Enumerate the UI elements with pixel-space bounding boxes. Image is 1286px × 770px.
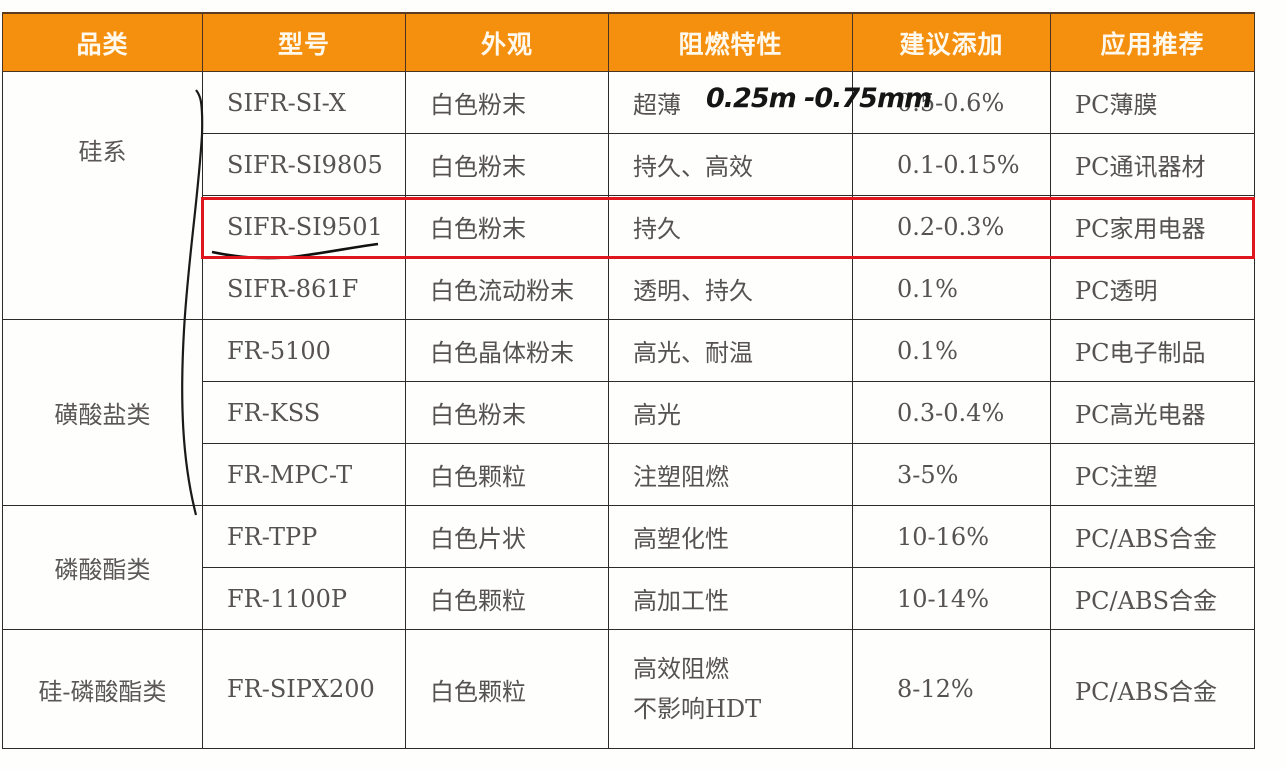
property-cell: 超薄: [608, 71, 853, 134]
property-cell: 持久、高效: [608, 133, 853, 196]
header-category: 品类: [2, 12, 203, 72]
application-cell: PC/ABS合金: [1050, 567, 1255, 630]
header-application: 应用推荐: [1050, 12, 1255, 72]
table-row: 硅系 SIFR-SI-X 白色粉末 超薄 0.5-0.6% PC薄膜: [2, 71, 1255, 320]
model-cell: SIFR-SI9501: [202, 195, 406, 258]
dosage-cell: 0.2-0.3%: [852, 195, 1051, 258]
property-line-2: 不影响HDT: [633, 695, 762, 723]
dosage-cell: 0.5-0.6%: [852, 71, 1051, 134]
header-property: 阻燃特性: [608, 12, 853, 72]
model-cell: SIFR-SI9805: [202, 133, 406, 196]
dosage-cell: 3-5%: [852, 443, 1051, 506]
header-dosage: 建议添加: [852, 12, 1051, 72]
table-row: FR-KSS 白色粉末 高光 0.3-0.4% PC高光电器: [3, 381, 1255, 444]
property-cell: 高加工性: [608, 567, 853, 630]
category-cell: 硅系: [2, 71, 203, 320]
appearance-cell: 白色片状: [405, 505, 609, 568]
flame-retardant-spec-table: 品类 型号 外观 阻燃特性 建议添加 应用推荐 硅系 SIFR-SI-X 白色粉…: [2, 12, 1255, 749]
table-row: FR-MPC-T 白色颗粒 注塑阻燃 3-5% PC注塑: [3, 443, 1255, 506]
appearance-cell: 白色颗粒: [405, 629, 609, 749]
model-cell: FR-SIPX200: [202, 629, 406, 749]
appearance-cell: 白色粉末: [405, 381, 609, 444]
dosage-cell: 0.1-0.15%: [852, 133, 1051, 196]
header-model: 型号: [202, 12, 406, 72]
appearance-cell: 白色颗粒: [405, 567, 609, 630]
appearance-cell: 白色粉末: [405, 133, 609, 196]
dosage-cell: 10-14%: [852, 567, 1051, 630]
application-cell: PC薄膜: [1050, 71, 1255, 134]
property-cell: 高光、耐温: [608, 319, 853, 382]
application-cell: PC/ABS合金: [1050, 505, 1255, 568]
dosage-cell: 10-16%: [852, 505, 1051, 568]
model-cell: FR-1100P: [202, 567, 406, 630]
model-cell: FR-5100: [202, 319, 406, 382]
application-cell: PC高光电器: [1050, 381, 1255, 444]
model-cell: FR-MPC-T: [202, 443, 406, 506]
application-cell: PC电子制品: [1050, 319, 1255, 382]
application-cell: PC注塑: [1050, 443, 1255, 506]
property-cell: 高效阻燃 不影响HDT: [608, 629, 853, 749]
dosage-cell: 0.1%: [852, 257, 1051, 320]
property-cell: 持久: [608, 195, 853, 258]
table-row: 磷酸酯类 FR-TPP 白色片状 高塑化性 10-16% PC/ABS合金: [2, 505, 1255, 630]
appearance-cell: 白色流动粉末: [405, 257, 609, 320]
category-cell: 硅-磷酸酯类: [2, 629, 203, 749]
appearance-cell: 白色粉末: [405, 195, 609, 258]
property-cell: 透明、持久: [608, 257, 853, 320]
application-cell: PC透明: [1050, 257, 1255, 320]
application-cell: PC通讯器材: [1050, 133, 1255, 196]
model-cell: SIFR-SI-X: [202, 71, 406, 134]
appearance-cell: 白色颗粒: [405, 443, 609, 506]
dosage-cell: 0.3-0.4%: [852, 381, 1051, 444]
table-header-row: 品类 型号 外观 阻燃特性 建议添加 应用推荐: [2, 12, 1255, 72]
property-cell: 高光: [608, 381, 853, 444]
model-cell: FR-KSS: [202, 381, 406, 444]
application-cell: PC/ABS合金: [1050, 629, 1255, 749]
table-row: FR-1100P 白色颗粒 高加工性 10-14% PC/ABS合金: [3, 567, 1255, 630]
dosage-cell: 0.1%: [852, 319, 1051, 382]
property-cell: 注塑阻燃: [608, 443, 853, 506]
appearance-cell: 白色粉末: [405, 71, 609, 134]
table-row: SIFR-SI9805 白色粉末 持久、高效 0.1-0.15% PC通讯器材: [3, 133, 1255, 196]
dosage-cell: 8-12%: [852, 629, 1051, 749]
header-appearance: 外观: [405, 12, 609, 72]
table-row-highlighted: SIFR-SI9501 白色粉末 持久 0.2-0.3% PC家用电器: [3, 195, 1255, 258]
category-cell: 磺酸盐类: [2, 319, 203, 506]
table-row: 磺酸盐类 FR-5100 白色晶体粉末 高光、耐温 0.1% PC电子制品: [2, 319, 1255, 506]
property-line-1: 高效阻燃: [633, 655, 729, 683]
model-cell: FR-TPP: [202, 505, 406, 568]
appearance-cell: 白色晶体粉末: [405, 319, 609, 382]
category-cell: 磷酸酯类: [2, 505, 203, 630]
model-cell: SIFR-861F: [202, 257, 406, 320]
table-row: 硅-磷酸酯类 FR-SIPX200 白色颗粒 高效阻燃 不影响HDT 8-12%…: [2, 629, 1255, 749]
property-cell: 高塑化性: [608, 505, 853, 568]
application-cell: PC家用电器: [1050, 195, 1255, 258]
